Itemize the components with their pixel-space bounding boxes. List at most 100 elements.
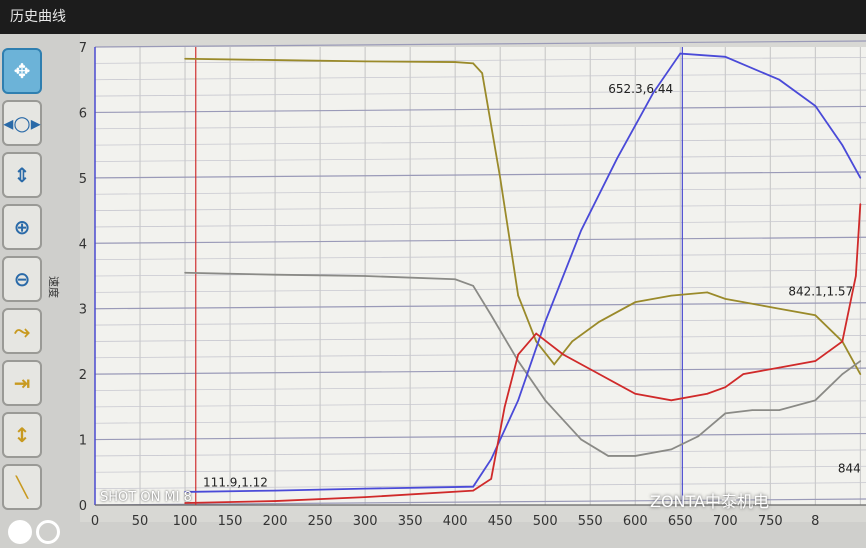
pan-all-icon: ✥ <box>13 59 31 83</box>
x-tick-label: 500 <box>533 514 558 529</box>
data-point <box>859 360 862 362</box>
data-point <box>598 373 601 375</box>
data-point <box>517 399 519 402</box>
data-point <box>724 56 727 58</box>
data-point <box>364 60 366 63</box>
pan-horizontal-button[interactable]: ◂○▸ <box>2 100 42 146</box>
series-line-2 <box>185 52 862 493</box>
grid-line-horizontal <box>94 285 866 293</box>
data-point <box>634 455 637 457</box>
data-point <box>472 285 474 287</box>
data-point <box>670 294 673 297</box>
grid-line-horizontal <box>94 400 866 408</box>
data-point <box>841 340 844 343</box>
fit-x-button[interactable]: ⇥ <box>2 360 42 406</box>
grid-line-horizontal <box>94 105 866 114</box>
data-point <box>778 78 781 81</box>
data-point <box>184 502 186 504</box>
x-tick-label: 8 <box>811 514 819 529</box>
zoom-x-button[interactable]: ⤳ <box>2 308 42 354</box>
y-tick-label: 3 <box>79 303 87 318</box>
grid-line-horizontal <box>94 171 866 179</box>
x-tick-label: 250 <box>308 514 333 529</box>
y-tick-label: 7 <box>79 41 87 56</box>
data-point <box>841 144 844 146</box>
grid-line-horizontal <box>94 318 866 326</box>
x-tick-label: 100 <box>173 514 198 529</box>
data-point <box>535 340 537 343</box>
data-point <box>724 412 727 415</box>
data-point <box>274 500 276 502</box>
data-point <box>490 478 492 480</box>
data-point <box>535 332 537 335</box>
data-point <box>517 360 519 362</box>
pan-all-button[interactable]: ✥ <box>2 48 42 94</box>
data-point <box>580 438 583 441</box>
data-point <box>859 177 862 179</box>
grid-line-horizontal <box>94 56 866 64</box>
y-tick-label: 5 <box>79 172 87 187</box>
data-point <box>742 301 745 303</box>
grid-line-horizontal <box>94 416 866 424</box>
window-title: 历史曲线 <box>0 0 866 34</box>
cursor-readout: 842.1,1.57 <box>788 285 853 299</box>
data-point <box>778 366 781 369</box>
grid-line-horizontal <box>94 367 866 375</box>
grid-line-horizontal <box>94 122 866 130</box>
data-point <box>778 409 781 411</box>
x-tick-label: 550 <box>578 514 603 529</box>
x-tick-label: 0 <box>91 514 99 529</box>
cursor-readout: 844 <box>838 461 861 475</box>
series-line-3 <box>185 203 862 504</box>
zoom-in-button[interactable]: ⊕ <box>2 204 42 250</box>
y-tick-label: 4 <box>79 237 87 252</box>
grid-line-horizontal <box>94 155 866 162</box>
grid-line-horizontal <box>94 449 866 457</box>
dot <box>36 520 60 544</box>
grid-line-horizontal <box>94 73 866 81</box>
data-point <box>472 485 474 488</box>
data-point <box>553 363 556 366</box>
grid-line-horizontal <box>94 302 866 310</box>
data-point <box>855 275 857 277</box>
fit-y-icon: ↕ <box>13 423 31 447</box>
data-point <box>814 314 817 317</box>
grid-line-horizontal <box>94 351 866 359</box>
fit-y-button[interactable]: ↕ <box>2 412 42 458</box>
y-tick-label: 6 <box>79 106 87 121</box>
y-tick-label: 1 <box>79 434 87 449</box>
data-point <box>562 353 565 356</box>
data-point <box>481 72 483 74</box>
pan-vertical-button[interactable]: ⇕ <box>2 152 42 198</box>
data-point <box>706 392 709 395</box>
zoom-out-button[interactable]: ⊖ <box>2 256 42 302</box>
y-tick-label: 2 <box>79 368 87 383</box>
data-point <box>607 455 610 457</box>
data-point <box>670 399 673 402</box>
data-point <box>274 489 276 492</box>
data-point <box>503 406 506 408</box>
data-point <box>490 458 492 461</box>
grid-line-horizontal <box>94 498 866 506</box>
data-point <box>274 273 276 276</box>
x-tick-label: 150 <box>218 514 243 529</box>
data-point <box>814 360 817 362</box>
x-tick-label: 750 <box>758 514 783 529</box>
data-point <box>184 271 186 274</box>
data-point <box>364 275 366 277</box>
history-chart[interactable]: 0 1 2 3 4 5 6 7 0 50 100 150 200 250 300 350 400 450 500 55… <box>0 34 866 539</box>
data-point <box>616 157 619 160</box>
data-point <box>814 105 817 107</box>
x-tick-label: 400 <box>443 514 468 529</box>
data-point <box>454 278 456 281</box>
data-point <box>706 291 709 294</box>
grid-line-horizontal <box>94 384 866 391</box>
reset-icon: ╲ <box>15 475 29 499</box>
x-tick-label: 300 <box>353 514 378 529</box>
data-point <box>364 487 366 490</box>
data-point <box>517 294 519 297</box>
reset-button[interactable]: ╲ <box>2 464 42 510</box>
data-point <box>778 307 781 310</box>
grid-line-horizontal <box>94 89 866 97</box>
data-point <box>841 373 844 375</box>
